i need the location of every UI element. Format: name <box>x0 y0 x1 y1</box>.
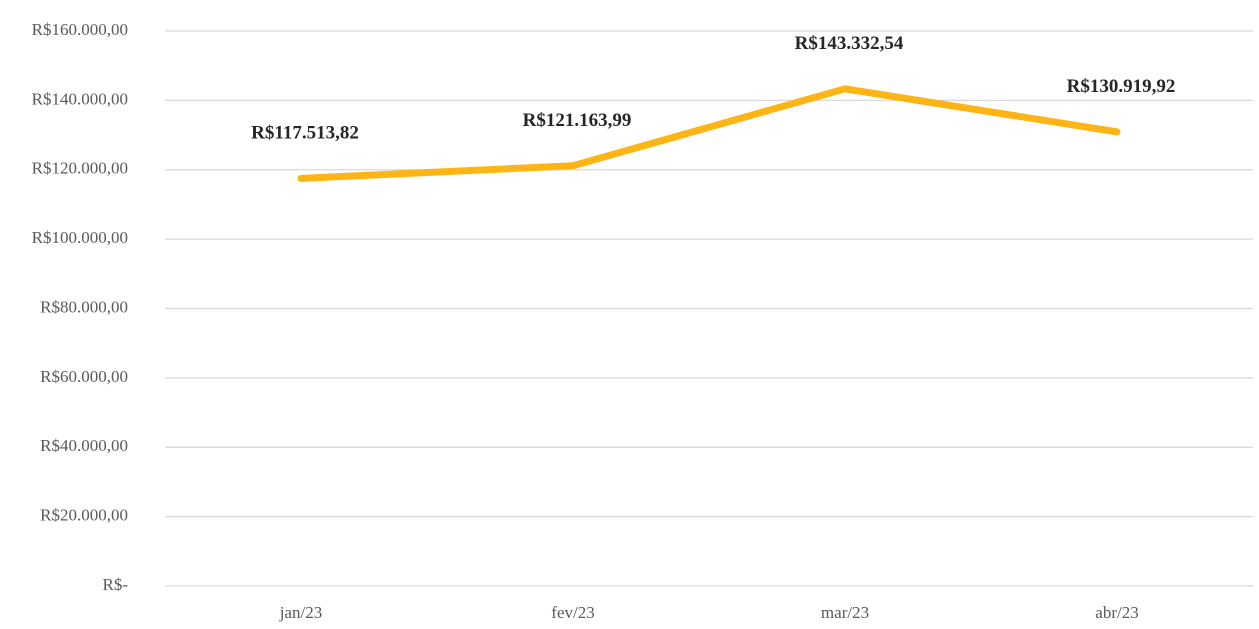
x-tick-label: mar/23 <box>821 603 869 622</box>
y-tick-label: R$160.000,00 <box>32 20 128 39</box>
y-tick-label: R$20.000,00 <box>40 506 128 525</box>
x-tick-label: jan/23 <box>279 603 323 622</box>
x-tick-label: abr/23 <box>1095 603 1138 622</box>
y-tick-label: R$140.000,00 <box>32 89 128 108</box>
y-tick-label: R$40.000,00 <box>40 436 128 455</box>
data-label: R$121.163,99 <box>523 110 632 131</box>
x-tick-label: fev/23 <box>551 603 594 622</box>
line-series <box>297 85 1121 182</box>
data-label: R$143.332,54 <box>795 33 904 54</box>
y-tick-label: R$120.000,00 <box>32 159 128 178</box>
data-label: R$130.919,92 <box>1067 76 1176 97</box>
y-tick-label: R$80.000,00 <box>40 297 128 316</box>
y-tick-label: R$- <box>103 575 129 594</box>
data-label: R$117.513,82 <box>251 123 359 144</box>
y-tick-label: R$60.000,00 <box>40 367 128 386</box>
y-tick-label: R$100.000,00 <box>32 228 128 247</box>
